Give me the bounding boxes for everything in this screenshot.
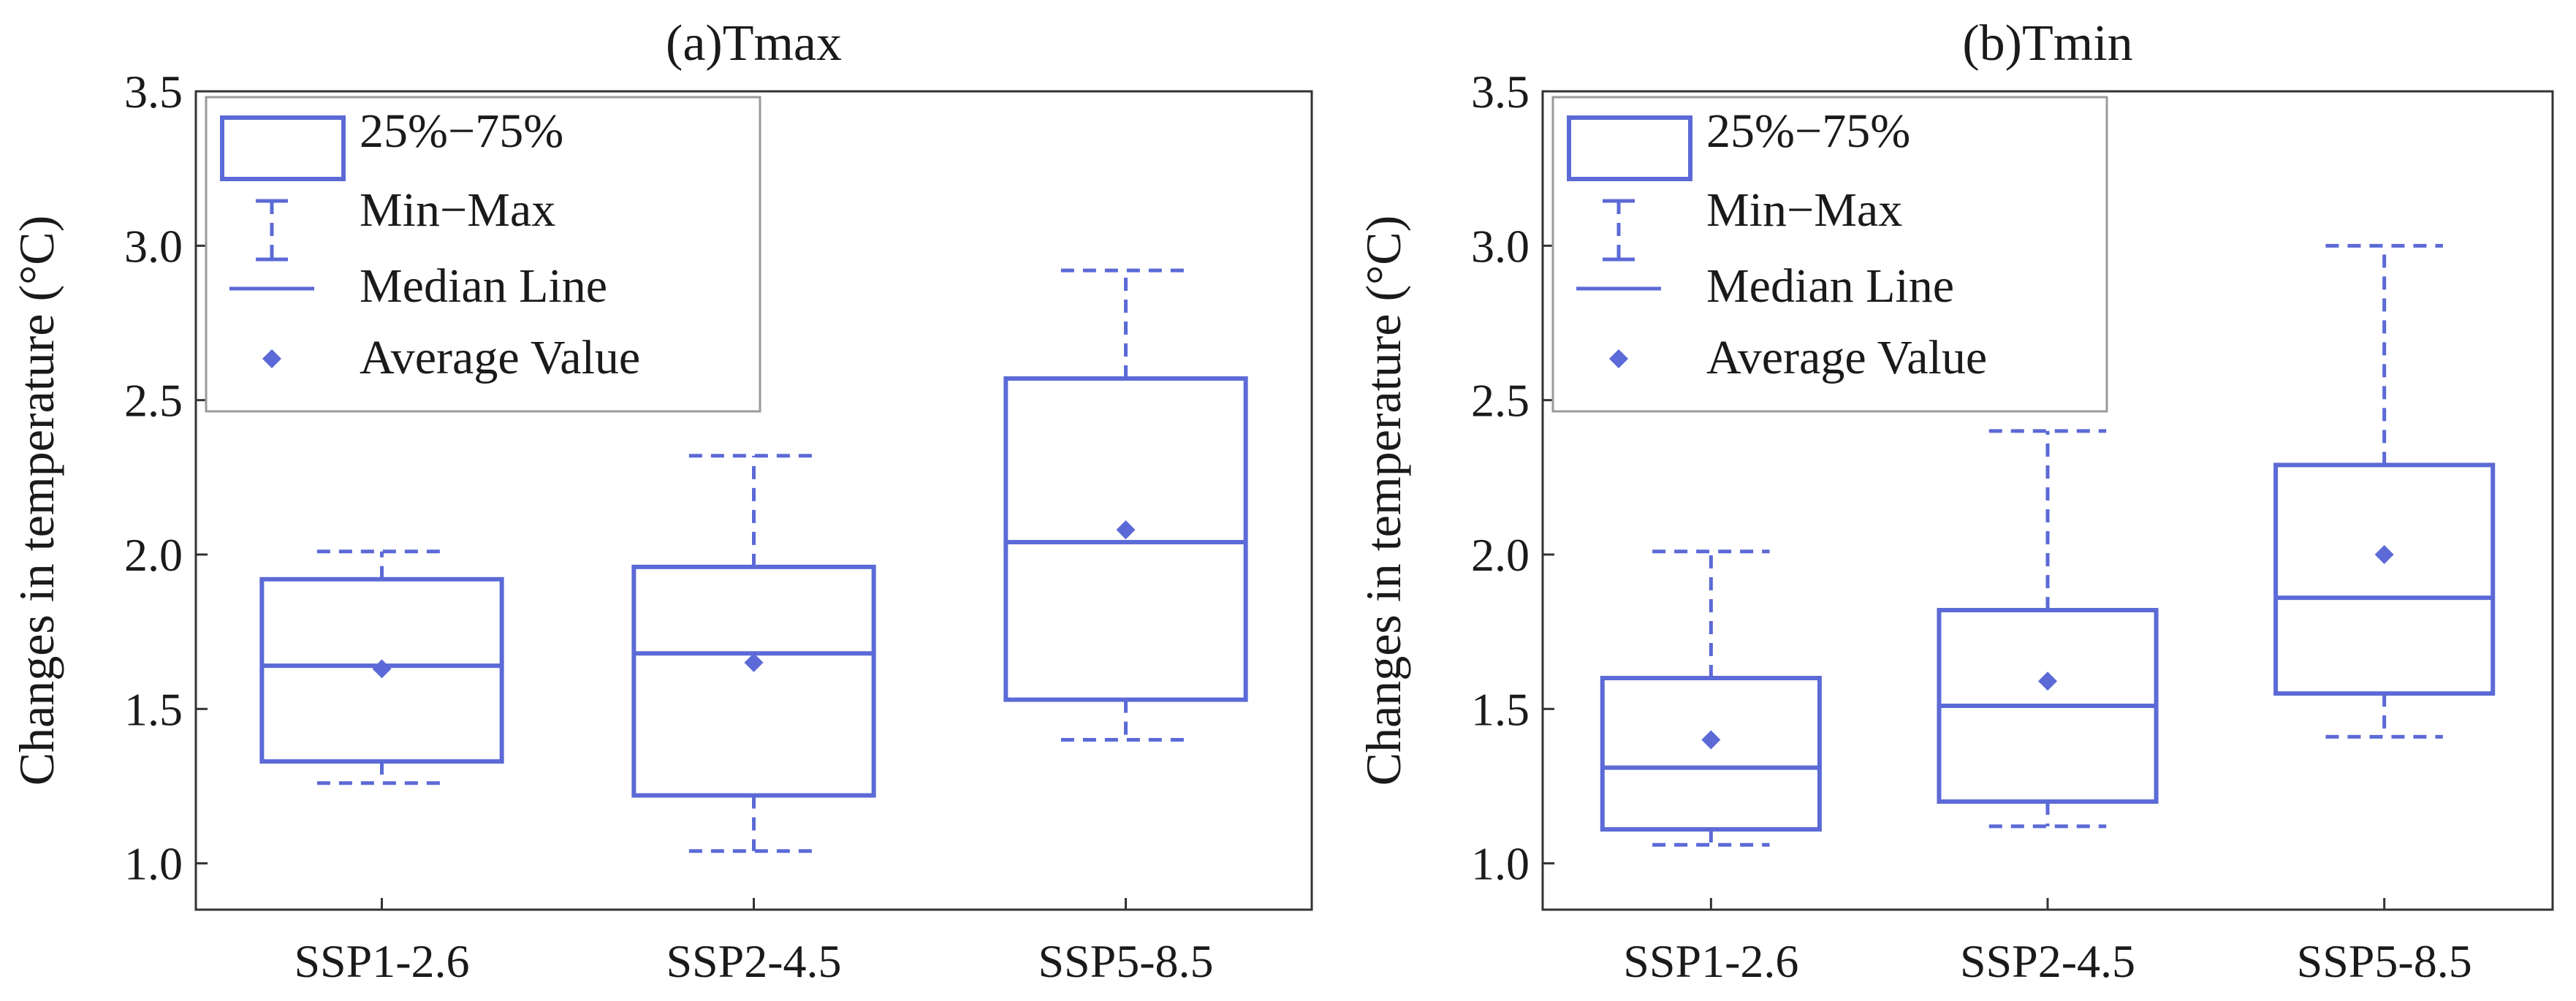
y-tick-label: 1.0: [1471, 838, 1530, 890]
box-ssp1-2.6: [1600, 549, 1822, 847]
y-tick-label: 1.5: [124, 683, 183, 735]
x-tick-label: SSP2-4.5: [1960, 935, 2135, 987]
chart-title: (a)Tmax: [666, 15, 842, 72]
x-tick-label: SSP5-8.5: [1038, 935, 1213, 987]
panel-tmax: (a)Tmax Changes in temperature (°C) 1.0 1.5…: [9, 15, 1313, 987]
legend-frame: [1551, 96, 2108, 413]
legend-label: 25%−75%: [1706, 104, 1910, 158]
iqr-box: [631, 564, 876, 798]
whisker-swatch-icon: [256, 199, 288, 262]
legend-label: Min−Max: [360, 183, 555, 237]
mean-marker: [2374, 544, 2394, 564]
iqr-box: [2273, 463, 2496, 696]
legend: 25%−75% Min−Max Median Line Average Value: [205, 96, 761, 413]
x-tick-label: SSP1-2.6: [1623, 935, 1798, 987]
x-tick-label: SSP2-4.5: [666, 935, 841, 987]
legend-label: Median Line: [1706, 259, 1954, 313]
legend-label: Average Value: [1706, 331, 1987, 384]
legend-label: Min−Max: [1706, 183, 1902, 237]
x-tick-label: SSP5-8.5: [2297, 935, 2472, 987]
box-ssp2-4.5: [1937, 429, 2159, 829]
y-tick-label: 3.0: [124, 220, 183, 272]
y-axis-label: Changes in temperature (°C): [9, 216, 64, 786]
y-tick-label: 2.5: [1471, 375, 1530, 427]
y-tick-label: 2.0: [1471, 529, 1530, 581]
iqr-box: [1600, 676, 1822, 832]
diamond-marker-icon: [262, 349, 281, 368]
mean-marker: [1116, 520, 1136, 540]
box-ssp5-8.5: [2273, 243, 2496, 739]
whisker-swatch-icon: [1603, 199, 1635, 262]
box-swatch-icon: [220, 115, 346, 181]
diamond-marker-icon: [1609, 349, 1628, 368]
legend-label: Average Value: [360, 331, 640, 384]
mean-marker: [1701, 730, 1721, 750]
mean-marker: [2038, 671, 2057, 691]
mean-marker: [744, 652, 764, 672]
legend-label: Median Line: [360, 259, 607, 313]
y-tick-label: 2.0: [124, 529, 183, 581]
y-axis-label: Changes in temperature (°C): [1356, 216, 1411, 786]
box-ssp1-2.6: [259, 549, 504, 785]
legend-frame: [205, 96, 761, 413]
legend: 25%−75% Min−Max Median Line Average Value: [1551, 96, 2108, 413]
x-tick-label: SSP1-2.6: [294, 935, 469, 987]
box-ssp5-8.5: [1003, 268, 1248, 742]
mean-marker: [372, 659, 392, 679]
chart-title: (b)Tmin: [1962, 15, 2132, 72]
box-swatch-icon: [1567, 115, 1692, 181]
iqr-box: [259, 576, 504, 764]
y-tick-label: 1.0: [124, 838, 183, 890]
y-tick-label: 3.5: [1471, 66, 1530, 118]
panel-tmin: (b)Tmin Changes in temperature (°C) 1.0 1.5…: [1356, 15, 2554, 987]
iqr-box: [1003, 376, 1248, 702]
legend-label: 25%−75%: [360, 104, 563, 158]
y-tick-label: 1.5: [1471, 683, 1530, 735]
y-tick-label: 3.5: [124, 66, 183, 118]
y-tick-label: 2.5: [124, 375, 183, 427]
y-tick-label: 3.0: [1471, 220, 1530, 272]
box-ssp2-4.5: [631, 454, 876, 853]
